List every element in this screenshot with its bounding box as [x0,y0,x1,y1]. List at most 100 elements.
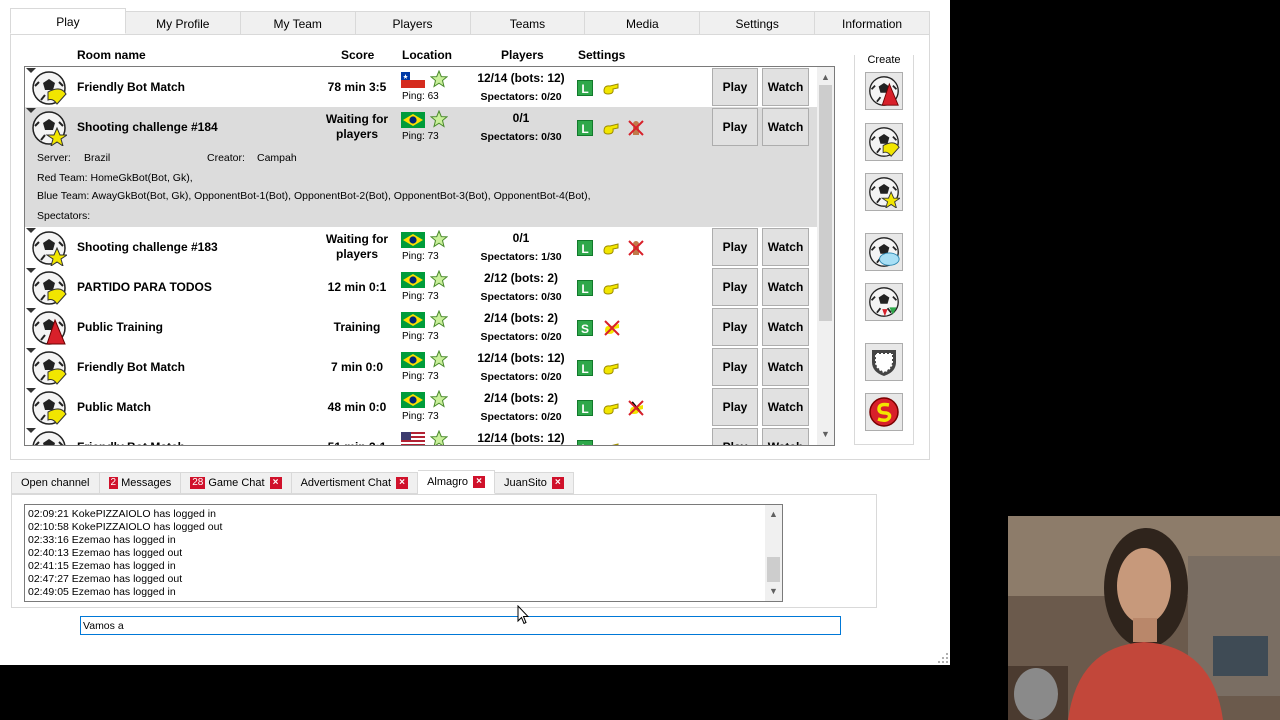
whistle-icon [603,122,619,135]
room-mode-badge: L [577,120,593,136]
crossed-whistle-icon [603,319,621,337]
room-row[interactable]: Friendly Bot Match 7 min 0:0 Ping: 73 12/14… [25,347,817,387]
star-ball-icon[interactable] [865,173,903,211]
scroll-thumb[interactable] [819,85,832,321]
usa-flag-icon [401,432,425,445]
favorite-star-icon[interactable] [429,109,449,128]
close-icon[interactable]: × [551,477,564,489]
play-button[interactable]: Play [712,68,758,106]
play-panel: Room name Score Location Players Setting… [10,35,930,460]
expand-triangle-icon[interactable] [26,68,36,73]
tab-my-profile[interactable]: My Profile [125,11,241,34]
resize-grip-icon[interactable] [938,653,948,663]
play-button[interactable]: Play [712,428,758,445]
play-button[interactable]: Play [712,108,758,146]
detail-server-label: Server: [37,152,71,164]
play-button[interactable]: Play [712,348,758,386]
scroll-down-icon[interactable]: ▼ [821,429,830,439]
tab-teams[interactable]: Teams [470,11,586,34]
expand-triangle-icon[interactable] [26,348,36,353]
chat-tab-label: Almagro [427,476,469,488]
whistle-icon [603,402,619,415]
watch-button[interactable]: Watch [762,108,809,146]
watch-button[interactable]: Watch [762,428,809,445]
room-mode-badge: L [577,80,593,96]
chat-tab-label: Open channel [21,477,90,489]
favorite-star-icon[interactable] [429,69,449,88]
room-row[interactable]: PARTIDO PARA TODOS 12 min 0:1 Ping: 73 2/12… [25,267,817,307]
close-icon[interactable]: × [473,476,486,488]
room-spectators: Spectators: 1/30 [480,251,562,263]
chat-tab-almagro[interactable]: Almagro × [418,470,496,494]
room-spectators: Spectators: 0/20 [480,371,562,383]
room-spectators: Spectators: 0/30 [480,291,562,303]
expand-triangle-icon[interactable] [26,308,36,313]
chat-scroll-down-icon[interactable]: ▼ [769,586,778,596]
room-name: Friendly Bot Match [77,360,186,374]
detail-creator-value: Campah [257,152,297,164]
chat-scroll-thumb[interactable] [767,557,780,582]
tab-play[interactable]: Play [10,8,126,34]
tab-information[interactable]: Information [815,11,930,34]
tab-settings[interactable]: Settings [700,11,816,34]
yellow-arrow-ball-icon [31,390,67,426]
watch-button[interactable]: Watch [762,388,809,426]
yellow-arrow-ball-icon [31,70,67,106]
watch-button[interactable]: Watch [762,268,809,306]
shield-icon[interactable] [865,343,903,381]
chat-scroll-up-icon[interactable]: ▲ [769,509,778,519]
tab-media[interactable]: Media [585,11,701,34]
favorite-star-icon[interactable] [429,309,449,328]
close-icon[interactable]: × [269,477,282,489]
tab-my-team[interactable]: My Team [240,11,356,34]
room-list-scrollbar[interactable]: ▲ ▼ [817,67,834,445]
scroll-up-icon[interactable]: ▲ [821,72,830,82]
yellow-arrow-ball-icon[interactable] [865,123,903,161]
play-button[interactable]: Play [712,268,758,306]
room-score: 78 min 3:5 [327,80,387,94]
watch-button[interactable]: Watch [762,348,809,386]
room-players: 12/14 (bots: 12) [477,431,565,445]
triangles-ball-icon[interactable] [865,283,903,321]
room-spectators: Spectators: 0/20 [480,91,562,103]
expand-triangle-icon[interactable] [26,108,36,113]
play-button[interactable]: Play [712,388,758,426]
favorite-star-icon[interactable] [429,389,449,408]
favorite-star-icon[interactable] [429,349,449,368]
expand-triangle-icon[interactable] [26,228,36,233]
header-score: Score [341,48,375,62]
play-button[interactable]: Play [712,228,758,266]
expand-triangle-icon[interactable] [26,388,36,393]
chat-tab-game-chat[interactable]: 28 Game Chat × [181,472,292,494]
watch-button[interactable]: Watch [762,228,809,266]
tab-players[interactable]: Players [355,11,471,34]
room-row[interactable]: Shooting challenge #183 Waiting for playe… [25,227,817,268]
favorite-star-icon[interactable] [429,429,449,445]
expand-triangle-icon[interactable] [26,428,36,433]
chat-tab-open-channel[interactable]: Open channel [11,472,100,494]
chat-tab-juansito[interactable]: JuanSito × [495,472,574,494]
chat-tab-messages[interactable]: 2 Messages [99,472,182,494]
red-s-logo-icon[interactable] [865,393,903,431]
room-row[interactable]: Public Training Training Ping: 73 2/14 (bot… [25,307,817,347]
red-cone-ball-icon[interactable] [865,72,903,110]
expand-triangle-icon[interactable] [26,268,36,273]
room-players: 0/1 [512,231,530,245]
room-name: Shooting challenge #183 [77,240,218,254]
room-name: Friendly Bot Match [77,440,185,445]
chat-tab-advertisment-chat[interactable]: Advertisment Chat × [291,472,419,494]
watch-button[interactable]: Watch [762,68,809,106]
cloud-ball-icon[interactable] [865,233,903,271]
chat-input[interactable] [80,616,841,635]
play-button[interactable]: Play [712,308,758,346]
close-icon[interactable]: × [396,477,409,489]
watch-button[interactable]: Watch [762,308,809,346]
favorite-star-icon[interactable] [429,229,449,248]
room-row[interactable]: Shooting challenge #184 Waiting for playe… [25,107,817,227]
room-row[interactable]: Public Match 48 min 0:0 Ping: 73 2/14 (bots… [25,387,817,427]
favorite-star-icon[interactable] [429,269,449,288]
header-location: Location [402,48,452,62]
chat-scrollbar[interactable]: ▲ ▼ [765,505,782,601]
room-row[interactable]: Friendly Bot Match 78 min 3:5 Ping: 63 12/1… [25,67,817,107]
